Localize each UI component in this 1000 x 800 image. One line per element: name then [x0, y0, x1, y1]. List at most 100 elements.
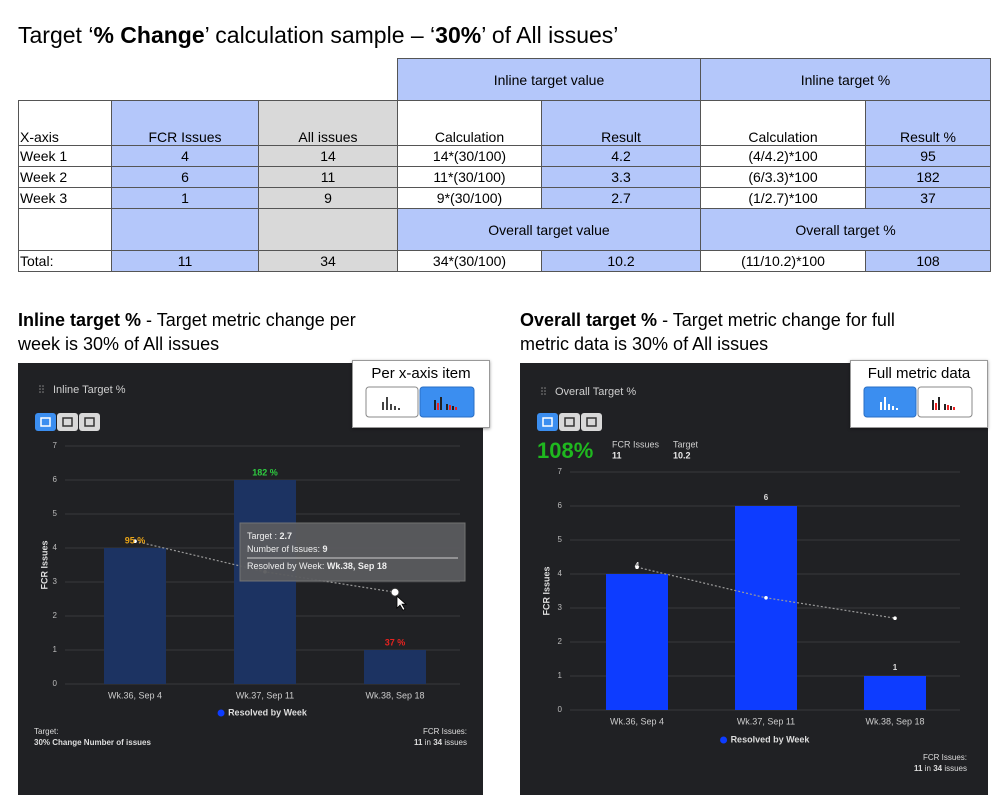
grip-dot	[541, 387, 543, 389]
table-row: Inline target value Inline target %	[19, 58, 991, 101]
tooltip-label: Target :	[247, 531, 280, 541]
kpi-value: 108%	[537, 438, 593, 463]
y-tick-label: 1	[558, 671, 563, 680]
table-cell: (11/10.2)*100	[700, 250, 866, 272]
view-button[interactable]	[559, 413, 580, 431]
title-part: Target ‘	[18, 22, 94, 48]
view-button[interactable]	[581, 413, 602, 431]
table-cell: Week 2	[18, 166, 112, 188]
bar	[364, 650, 426, 684]
x-tick-label: Wk.36, Sep 4	[610, 716, 664, 726]
mode-label: Per x-axis item	[371, 365, 471, 382]
table-cell	[19, 59, 112, 101]
y-tick-label: 7	[53, 441, 58, 450]
target-point	[764, 596, 768, 600]
table-cell	[112, 59, 259, 101]
table-cell: 108	[865, 250, 991, 272]
bar	[864, 676, 926, 710]
legend-swatch	[720, 736, 728, 744]
grip-dot	[544, 390, 546, 392]
page-title: Target ‘% Change’ calculation sample – ‘…	[18, 22, 618, 49]
table-cell: 1	[111, 187, 259, 209]
calc-table: Inline target value Inline target % X-axis…	[18, 58, 991, 272]
bar	[104, 548, 166, 684]
cursor	[396, 595, 408, 611]
x-tick-label: Wk.37, Sep 11	[737, 716, 795, 726]
grip-dot	[42, 385, 44, 387]
footer-part: 11	[414, 738, 423, 747]
grip-dot	[544, 393, 546, 395]
bar	[234, 480, 296, 684]
grip-dot	[39, 385, 41, 387]
table-cell	[18, 208, 112, 251]
target-point	[635, 565, 639, 569]
mode-buttons	[863, 386, 973, 418]
grip-dot	[42, 388, 44, 390]
footer-label: FCR Issues:	[423, 727, 467, 736]
kpi-label: Target	[673, 439, 699, 449]
table-cell: 11	[111, 250, 259, 272]
title-part: ’ of All issues’	[481, 22, 619, 48]
kpi-item-value: 11	[612, 450, 622, 460]
value-label: 6	[764, 493, 769, 502]
table-cell: 3.3	[541, 166, 701, 188]
hover-point	[390, 587, 400, 597]
footer-part: in	[423, 738, 434, 747]
table-cell: 9	[258, 187, 398, 209]
table-cell: Overall target %	[700, 208, 991, 251]
table-cell: FCR Issues	[111, 100, 259, 146]
table-row: X-axis FCR Issues All issues Calculation Res…	[18, 100, 991, 146]
view-icon	[40, 417, 51, 427]
mode-toggle: Per x-axis item	[352, 360, 490, 428]
caption-text: - Target metric change for full metric d…	[520, 310, 895, 354]
y-tick-label: 1	[53, 645, 58, 654]
table-cell: 9*(30/100)	[397, 187, 542, 209]
legend-label: Resolved by Week	[228, 707, 308, 717]
view-button[interactable]	[35, 413, 56, 431]
footer-text: 11 in 34 issues	[414, 738, 467, 747]
target-point	[133, 539, 137, 543]
mode-button[interactable]	[917, 386, 973, 418]
table-cell: All issues	[258, 100, 398, 146]
table-cell: 95	[865, 145, 991, 167]
table-cell: Inline target %	[700, 58, 991, 101]
view-button[interactable]	[537, 413, 558, 431]
footer-part: issues	[442, 738, 467, 747]
tooltip-value: Wk.38, Sep 18	[327, 561, 387, 571]
view-button[interactable]	[57, 413, 78, 431]
view-icon	[62, 417, 73, 427]
mode-toggle: Full metric data	[850, 360, 988, 428]
mode-button[interactable]	[419, 386, 475, 418]
y-tick-label: 6	[53, 475, 58, 484]
footer-label: Target:	[34, 727, 58, 736]
table-row: Week 1 4 14 14*(30/100) 4.2 (4/4.2)*100 95	[18, 145, 991, 167]
y-tick-label: 6	[558, 501, 563, 510]
footer-text: 11 in 34 issues	[914, 764, 967, 773]
tooltip-line: Target : 2.7	[247, 531, 292, 541]
y-tick-label: 2	[53, 611, 58, 620]
footer-part: in	[923, 764, 934, 773]
grip-dot	[39, 391, 41, 393]
tooltip-value: 2.7	[280, 531, 293, 541]
tooltip-value: 9	[323, 544, 328, 554]
footer-text: 30% Change Number of issues	[34, 738, 151, 747]
title-part: ’ calculation sample – ‘	[204, 22, 436, 48]
grip-dot	[541, 393, 543, 395]
x-tick-label: Wk.38, Sep 18	[865, 716, 924, 726]
mode-button[interactable]	[365, 386, 419, 418]
view-button[interactable]	[79, 413, 100, 431]
footer-part: 34	[433, 738, 442, 747]
table-cell: Overall target value	[397, 208, 701, 251]
table-cell: 14	[258, 145, 398, 167]
target-point	[893, 616, 897, 620]
footer-label: FCR Issues:	[923, 753, 967, 762]
footer-part: issues	[942, 764, 967, 773]
y-tick-label: 0	[53, 679, 58, 688]
kpi-label: FCR Issues	[612, 439, 660, 449]
grip-dot	[544, 387, 546, 389]
y-tick-label: 5	[558, 535, 563, 544]
table-cell: 4	[111, 145, 259, 167]
tooltip-label: Number of Issues:	[247, 544, 323, 554]
mode-button[interactable]	[863, 386, 917, 418]
